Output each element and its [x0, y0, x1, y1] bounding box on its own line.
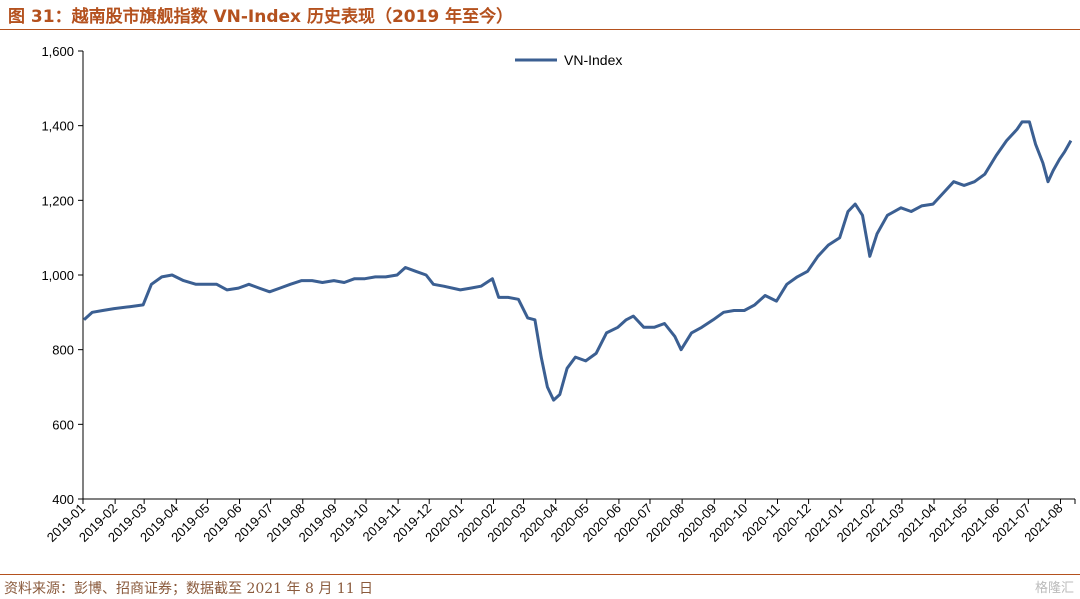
y-tick-label: 1,400	[41, 119, 74, 134]
watermark: 格隆汇	[1034, 581, 1074, 596]
source-note: 资料来源：彭博、招商证券；数据截至 2021 年 8 月 11 日	[4, 581, 374, 597]
series-line-vn-index	[82, 120, 1073, 402]
y-tick-label: 400	[52, 492, 74, 507]
chart-title: 图 31：越南股市旗舰指数 VN-Index 历史表现（2019 年至今）	[8, 7, 514, 27]
y-tick-label: 1,200	[41, 193, 74, 208]
source-divider	[0, 574, 1080, 575]
chart-ticks: 4006008001,0001,2001,4001,6002019-012019…	[41, 44, 1076, 545]
y-tick-label: 800	[52, 343, 74, 358]
y-tick-label: 1,000	[41, 268, 74, 283]
chart-axes	[82, 51, 1075, 500]
legend-label: VN-Index	[564, 52, 622, 68]
y-tick-label: 1,600	[41, 44, 74, 59]
y-tick-label: 600	[52, 417, 74, 432]
chart-series	[82, 120, 1073, 402]
title-divider	[0, 29, 1080, 30]
chart-legend: VN-Index	[515, 52, 622, 68]
